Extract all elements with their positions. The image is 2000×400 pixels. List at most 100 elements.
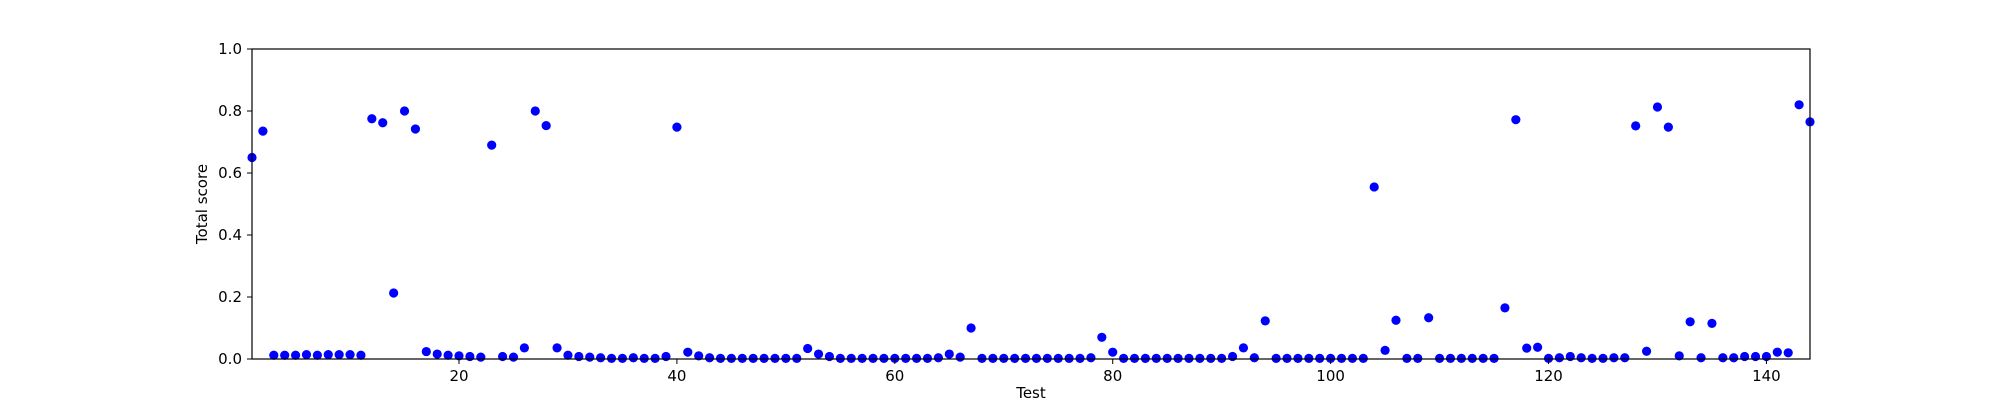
data-point — [443, 350, 453, 360]
data-point — [835, 353, 845, 363]
data-point — [1358, 353, 1368, 363]
data-point — [1620, 353, 1630, 363]
data-point — [813, 349, 824, 359]
data-point — [399, 106, 410, 116]
data-point — [1108, 347, 1118, 357]
data-point — [530, 106, 540, 116]
data-point — [672, 122, 682, 132]
data-point — [912, 353, 922, 363]
data-point — [857, 353, 867, 363]
data-point — [988, 353, 998, 363]
y-tick-label: 0.2 — [218, 288, 242, 306]
data-point — [1097, 332, 1107, 342]
data-point — [661, 351, 671, 362]
data-point — [1282, 353, 1292, 363]
data-point — [694, 351, 704, 361]
data-point — [519, 343, 529, 353]
y-tick-label: 0.0 — [218, 350, 242, 368]
data-point — [1696, 353, 1706, 363]
data-point — [1184, 353, 1194, 363]
axis-ticks: 20 40 60 80 100 120 140 0.0 0.2 0.4 0.6 0.8 1.0 — [218, 40, 1781, 385]
data-point — [1685, 317, 1695, 327]
data-point — [356, 350, 366, 360]
data-point — [726, 353, 736, 363]
data-point — [792, 353, 802, 363]
data-point — [1554, 353, 1565, 363]
data-point — [312, 350, 322, 360]
data-point — [1391, 315, 1401, 325]
data-point — [541, 120, 551, 131]
data-point — [1402, 353, 1412, 363]
data-point — [1652, 102, 1663, 112]
y-axis-label: Total score — [193, 164, 211, 245]
data-point — [759, 353, 769, 363]
data-point — [977, 353, 987, 363]
data-point — [879, 353, 889, 363]
x-tick-label: 80 — [1103, 367, 1122, 385]
data-point — [410, 124, 421, 134]
data-point — [1413, 353, 1423, 363]
data-point — [1249, 353, 1259, 363]
data-point — [290, 350, 301, 360]
x-tick-label: 140 — [1752, 367, 1781, 385]
data-point — [1533, 342, 1543, 352]
data-point — [606, 353, 617, 363]
data-point — [1347, 353, 1358, 363]
data-point — [922, 353, 933, 363]
data-point — [1140, 353, 1150, 363]
data-point — [901, 353, 911, 363]
data-point — [367, 114, 377, 124]
x-tick-label: 100 — [1316, 367, 1345, 385]
data-point — [1783, 348, 1793, 358]
data-point — [748, 353, 758, 363]
data-point — [1456, 353, 1466, 363]
data-point — [617, 353, 628, 363]
y-tick-label: 0.6 — [218, 164, 242, 182]
data-point — [1674, 351, 1684, 361]
data-point — [1543, 353, 1554, 363]
data-point — [1740, 351, 1750, 362]
data-point — [1064, 353, 1074, 363]
data-point — [1020, 353, 1031, 363]
data-point — [944, 349, 954, 359]
data-point — [465, 351, 475, 362]
data-point — [737, 353, 747, 363]
data-point — [574, 351, 584, 362]
data-point — [1119, 353, 1129, 363]
data-point — [1010, 353, 1020, 363]
data-point — [1587, 353, 1597, 363]
data-point — [650, 353, 660, 363]
data-point — [890, 353, 900, 363]
data-point — [824, 351, 835, 362]
data-point — [1718, 353, 1728, 363]
data-point — [704, 353, 715, 363]
y-tick-label: 1.0 — [218, 40, 242, 58]
data-point — [999, 353, 1009, 363]
data-point — [1750, 351, 1761, 362]
data-point — [1206, 353, 1216, 363]
x-tick-label: 120 — [1534, 367, 1563, 385]
data-points — [247, 100, 1815, 363]
data-point — [846, 353, 856, 363]
data-point — [497, 351, 508, 362]
data-point — [683, 347, 693, 357]
data-point — [1729, 353, 1739, 363]
data-point — [1227, 351, 1238, 362]
data-point — [269, 350, 279, 360]
data-point — [596, 353, 606, 363]
data-point — [868, 353, 878, 363]
data-point — [1565, 351, 1575, 362]
data-point — [1707, 318, 1717, 328]
data-point — [1217, 353, 1227, 363]
data-point — [1304, 353, 1314, 363]
data-point — [1293, 353, 1303, 363]
data-point — [1794, 100, 1804, 110]
data-point — [1434, 353, 1445, 363]
data-point — [1598, 353, 1608, 363]
data-point — [1467, 353, 1477, 363]
data-point — [1260, 316, 1270, 326]
data-point — [1511, 115, 1521, 125]
data-point — [1631, 121, 1641, 131]
data-point — [421, 346, 431, 357]
